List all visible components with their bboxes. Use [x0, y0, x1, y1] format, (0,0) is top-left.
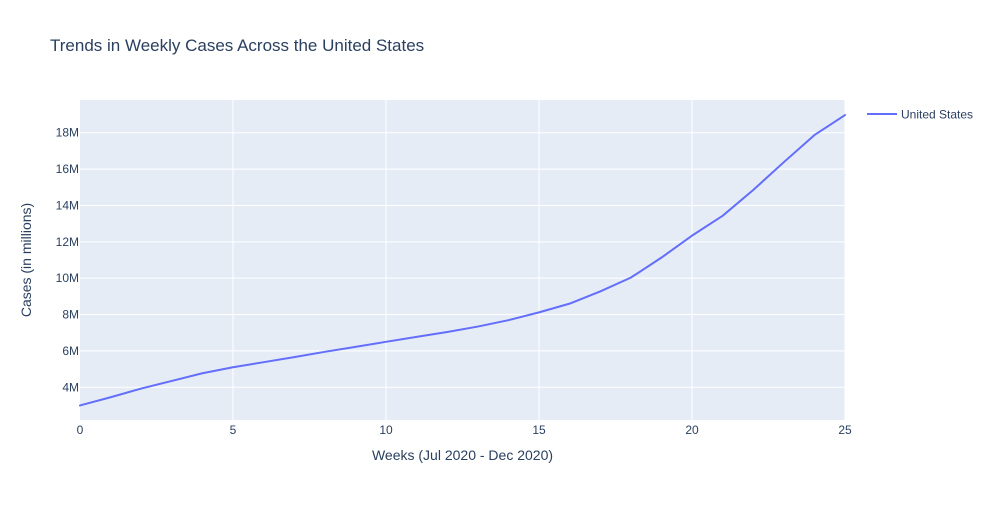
legend-label-united-states: United States — [901, 108, 973, 122]
series-line-united-states[interactable] — [79, 114, 846, 407]
y-axis-ticks: 4M 6M 8M 10M 12M 14M 16M 18M — [56, 126, 79, 395]
x-tick-label: 0 — [77, 423, 84, 437]
grid-lines — [80, 100, 846, 420]
x-tick-label: 15 — [532, 423, 546, 437]
x-tick-label: 5 — [230, 423, 237, 437]
legend[interactable]: United States — [867, 108, 973, 122]
y-tick-label: 18M — [56, 126, 79, 140]
x-tick-label: 10 — [379, 423, 393, 437]
y-tick-label: 10M — [56, 271, 79, 285]
y-tick-label: 6M — [62, 344, 79, 358]
x-tick-label: 20 — [685, 423, 699, 437]
y-tick-label: 16M — [56, 162, 79, 176]
series-layer — [79, 114, 846, 407]
x-tick-label: 25 — [838, 423, 852, 437]
y-tick-label: 4M — [62, 380, 79, 394]
y-tick-label: 8M — [62, 308, 79, 322]
y-tick-label: 14M — [56, 198, 79, 212]
chart-title: Trends in Weekly Cases Across the United… — [50, 36, 424, 55]
y-axis-label: Cases (in millions) — [18, 203, 34, 317]
x-axis-label: Weeks (Jul 2020 - Dec 2020) — [372, 447, 553, 463]
x-axis-ticks: 0 5 10 15 20 25 — [77, 423, 852, 437]
y-tick-label: 12M — [56, 235, 79, 249]
plot-background — [80, 100, 845, 420]
